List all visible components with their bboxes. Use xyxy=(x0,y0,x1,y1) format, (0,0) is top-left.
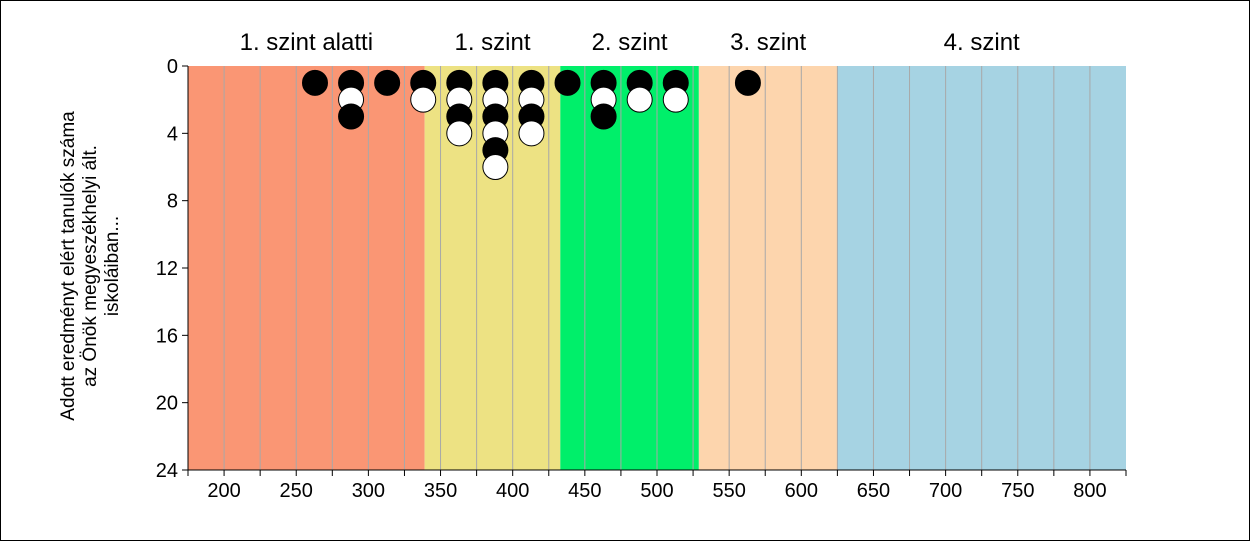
x-tick-label: 350 xyxy=(424,480,457,502)
x-tick-label: 200 xyxy=(207,480,240,502)
y-tick-label: 16 xyxy=(156,325,178,347)
dot-white xyxy=(518,120,545,147)
x-tick-label: 800 xyxy=(1073,480,1106,502)
y-tick-label: 24 xyxy=(156,460,178,482)
y-axis-label-line: Adott eredményt elért tanulók száma xyxy=(58,111,79,421)
dot-black xyxy=(374,69,401,96)
y-tick-label: 12 xyxy=(156,258,178,280)
dot-white xyxy=(410,86,437,113)
y-axis-label-line: iskoláiban... xyxy=(102,216,123,316)
axes: 200 250 300 350 400 450 500 550 600 650 700 750 800 0… xyxy=(156,56,1127,502)
level-label-0: 1. szint alatti xyxy=(240,29,373,56)
dot-black xyxy=(590,103,617,130)
x-tick-label: 400 xyxy=(496,480,529,502)
level-labels: 1. szint alatti 1. szint 2. szint 3. szint 4… xyxy=(240,29,1020,56)
dot-white xyxy=(626,86,653,113)
x-tick-label: 250 xyxy=(280,480,313,502)
band-2 xyxy=(560,66,699,470)
dot-black xyxy=(301,69,328,96)
band-3 xyxy=(698,66,838,470)
level-label-1: 1. szint xyxy=(454,29,530,56)
x-tick-label: 650 xyxy=(857,480,890,502)
x-tick-label: 550 xyxy=(712,480,745,502)
level-label-4: 4. szint xyxy=(944,29,1020,56)
x-tick-label: 500 xyxy=(640,480,673,502)
dot-black xyxy=(734,69,761,96)
band-0 xyxy=(188,66,425,470)
dot-white xyxy=(446,120,473,147)
dot-black xyxy=(554,69,581,96)
x-tick-label: 700 xyxy=(929,480,962,502)
y-tick-label: 8 xyxy=(167,191,178,213)
dot-white xyxy=(482,154,509,180)
x-tick-label: 750 xyxy=(1001,480,1034,502)
dot-white xyxy=(662,86,689,113)
y-tick-label: 4 xyxy=(167,123,178,145)
y-tick-label: 0 xyxy=(167,56,178,78)
level-label-2: 2. szint xyxy=(592,29,668,56)
y-axis-label: Adott eredményt elért tanulók számaaz Ön… xyxy=(58,111,123,421)
dot-black xyxy=(338,103,365,130)
x-tick-label: 600 xyxy=(785,480,818,502)
y-axis-label-line: az Önök megyeszékhelyi ált. xyxy=(80,145,101,387)
grid-lines xyxy=(223,66,1091,470)
x-tick-label: 300 xyxy=(352,480,385,502)
level-label-3: 3. szint xyxy=(730,29,806,56)
x-tick-label: 450 xyxy=(568,480,601,502)
y-tick-label: 20 xyxy=(156,393,178,415)
dots xyxy=(301,69,761,180)
